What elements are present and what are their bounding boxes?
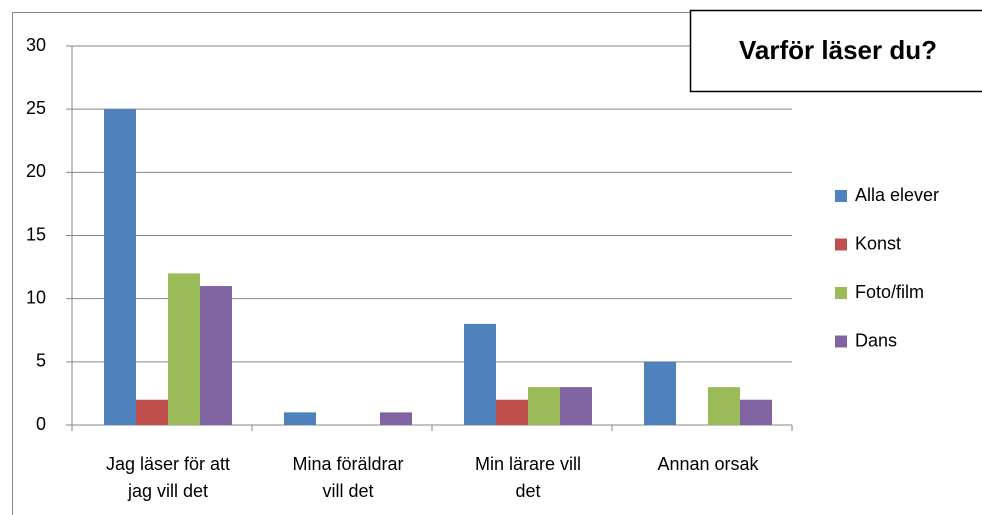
y-tick-label: 30: [26, 35, 46, 55]
y-tick-label: 10: [26, 287, 46, 307]
y-tick-label: 5: [36, 351, 46, 371]
chart-border: [12, 12, 982, 515]
bar: [284, 412, 316, 425]
x-tick-label-line: det: [515, 481, 540, 501]
x-tick-label: Jag läser för att jag vill det: [106, 454, 230, 501]
chart-title: Varför läser du?: [739, 35, 937, 65]
legend-label: Alla elever: [855, 185, 939, 205]
title-box: [689, 9, 982, 93]
bar: [496, 399, 528, 425]
x-tick-label: Annan orsak: [657, 454, 759, 474]
legend-swatch: [835, 238, 847, 251]
y-tick-label: 25: [26, 98, 46, 118]
y-tick-label: 0: [36, 414, 46, 434]
x-tick-label: Mina föräldrar vill det: [292, 454, 403, 501]
legend-swatch: [835, 287, 847, 299]
y-tick-label: 15: [26, 224, 46, 244]
bar: [528, 387, 560, 425]
y-tick-label: 20: [26, 161, 46, 181]
bar: [644, 361, 676, 425]
legend-swatch: [835, 335, 847, 348]
x-tick-label-line: jag vill det: [127, 481, 208, 501]
bar: [740, 399, 772, 425]
bar: [380, 412, 412, 425]
bar: [560, 387, 592, 425]
legend-label: Dans: [855, 330, 897, 350]
legend-label: Konst: [855, 233, 901, 253]
x-tick-label-line: Jag läser för att: [106, 454, 230, 474]
legend-label: Foto/film: [855, 282, 924, 302]
bar: [104, 109, 136, 426]
x-tick-label: Min lärare vill det: [475, 454, 581, 501]
x-tick-label-line: Min lärare vill: [475, 454, 581, 474]
x-tick-label-line: vill det: [322, 481, 373, 501]
x-tick-label-line: Annan orsak: [657, 454, 759, 474]
bar: [464, 323, 496, 425]
bar: [708, 387, 740, 425]
x-tick-label-line: Mina föräldrar: [292, 454, 403, 474]
bar: [200, 286, 232, 425]
bar: [168, 273, 200, 425]
legend-swatch: [835, 190, 847, 202]
bar: [136, 399, 168, 425]
